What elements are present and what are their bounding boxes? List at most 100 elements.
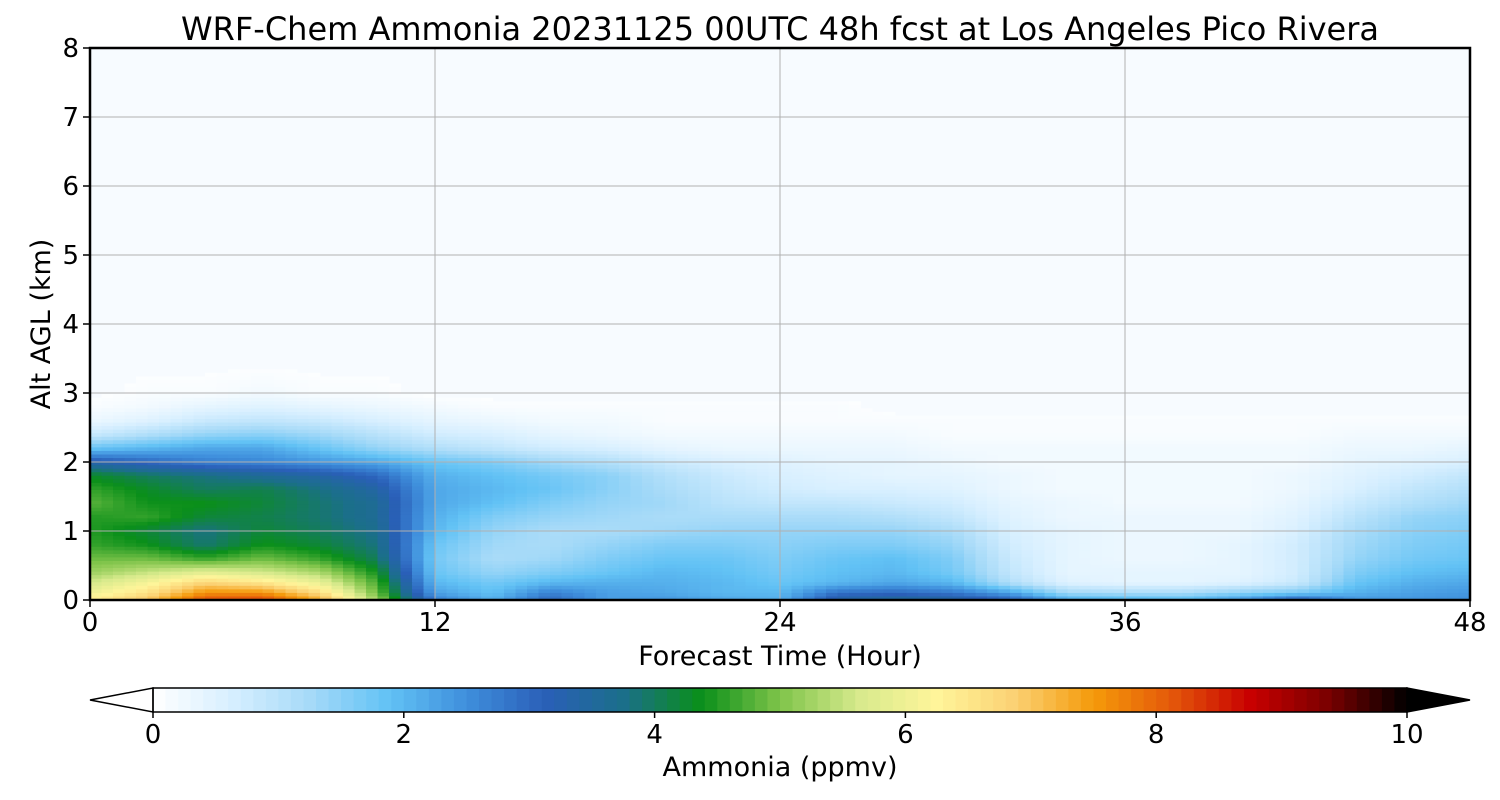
heatmap-cell	[239, 397, 252, 402]
heatmap-cell	[469, 511, 482, 516]
heatmap-cell	[251, 419, 264, 424]
heatmap-cell	[389, 479, 402, 484]
heatmap-cell	[1056, 489, 1069, 495]
heatmap-cell	[849, 404, 862, 409]
heatmap-cell	[1079, 447, 1092, 452]
heatmap-cell	[320, 486, 333, 491]
heatmap-cell	[515, 518, 528, 523]
heatmap-cell	[1263, 536, 1276, 541]
heatmap-cell	[239, 479, 252, 484]
heatmap-cell	[1067, 489, 1080, 495]
heatmap-cell	[780, 458, 793, 463]
heatmap-cell	[780, 422, 793, 427]
heatmap-cell	[1079, 472, 1092, 477]
heatmap-cell	[757, 408, 770, 413]
heatmap-cell	[1217, 465, 1230, 470]
heatmap-cell	[124, 479, 137, 484]
heatmap-cell	[1194, 504, 1207, 509]
heatmap-cell	[377, 387, 390, 392]
heatmap-cell	[538, 461, 551, 466]
heatmap-cell	[1113, 511, 1126, 516]
heatmap-cell	[193, 419, 206, 424]
heatmap-cell	[619, 450, 632, 456]
heatmap-cell	[630, 536, 643, 541]
heatmap-cell	[895, 532, 908, 537]
heatmap-cell	[538, 511, 551, 516]
heatmap-cell	[780, 493, 793, 498]
heatmap-cell	[1297, 504, 1310, 509]
heatmap-cell	[895, 415, 908, 420]
heatmap-cell	[159, 422, 172, 427]
heatmap-cell	[205, 539, 218, 544]
heatmap-cell	[228, 465, 241, 470]
heatmap-cell	[354, 543, 367, 548]
heatmap-cell	[423, 415, 436, 420]
heatmap-cell	[1113, 419, 1126, 424]
heatmap-cell	[239, 379, 252, 385]
heatmap-cell	[343, 450, 356, 456]
heatmap-cell	[607, 539, 620, 544]
heatmap-cell	[90, 429, 103, 434]
heatmap-cell	[136, 465, 149, 470]
heatmap-cell	[768, 543, 781, 548]
heatmap-cell	[228, 536, 241, 541]
heatmap-cell	[906, 422, 919, 427]
heatmap-cell	[182, 465, 195, 470]
heatmap-cell	[297, 539, 310, 544]
heatmap-cell	[1286, 454, 1299, 459]
heatmap-cell	[1332, 465, 1345, 470]
heatmap-cell	[1240, 475, 1253, 480]
heatmap-cell	[803, 521, 816, 527]
heatmap-cell	[216, 387, 229, 392]
heatmap-cell	[630, 525, 643, 530]
heatmap-cell	[423, 500, 436, 505]
heatmap-cell	[320, 511, 333, 516]
heatmap-cell	[1136, 465, 1149, 470]
heatmap-cell	[1424, 511, 1437, 516]
heatmap-cell	[596, 486, 609, 491]
heatmap-cell	[101, 422, 114, 427]
heatmap-cell	[895, 536, 908, 541]
heatmap-cell	[297, 404, 310, 409]
heatmap-cell	[285, 539, 298, 544]
heatmap-cell	[1021, 514, 1034, 519]
heatmap-cell	[1447, 458, 1460, 463]
heatmap-cell	[1447, 507, 1460, 512]
heatmap-cell	[216, 433, 229, 438]
heatmap-cell	[251, 440, 264, 445]
heatmap-cell	[320, 468, 333, 473]
heatmap-cell	[1447, 468, 1460, 473]
heatmap-cell	[113, 415, 126, 420]
heatmap-cell	[1010, 433, 1023, 438]
heatmap-cell	[918, 504, 931, 509]
heatmap-cell	[688, 411, 701, 417]
heatmap-cell	[1194, 521, 1207, 527]
heatmap-cell	[906, 507, 919, 512]
heatmap-cell	[1343, 543, 1356, 548]
heatmap-cell	[320, 397, 333, 402]
heatmap-cell	[573, 465, 586, 470]
heatmap-cell	[354, 507, 367, 512]
heatmap-cell	[745, 486, 758, 491]
heatmap-cell	[573, 536, 586, 541]
heatmap-cell	[1217, 514, 1230, 519]
heatmap-cell	[1401, 415, 1414, 420]
heatmap-cell	[998, 546, 1011, 551]
heatmap-cell	[1251, 518, 1264, 523]
heatmap-cell	[803, 436, 816, 441]
heatmap-cell	[1056, 500, 1069, 505]
heatmap-cell	[849, 468, 862, 473]
heatmap-cell	[941, 511, 954, 516]
heatmap-cell	[975, 500, 988, 505]
heatmap-cell	[251, 401, 264, 406]
heatmap-cell	[446, 475, 459, 480]
heatmap-cell	[1240, 493, 1253, 498]
heatmap-cell	[159, 383, 172, 388]
heatmap-cell	[1412, 422, 1425, 427]
heatmap-cell	[458, 429, 471, 434]
heatmap-cell	[1102, 426, 1115, 431]
heatmap-cell	[1263, 493, 1276, 498]
heatmap-cell	[1182, 415, 1195, 420]
heatmap-cell	[1090, 525, 1103, 530]
heatmap-cell	[676, 525, 689, 530]
